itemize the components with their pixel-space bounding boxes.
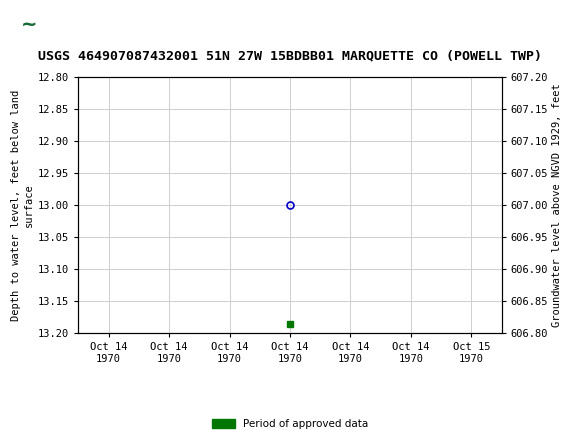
Y-axis label: Depth to water level, feet below land
surface: Depth to water level, feet below land su… [10, 90, 34, 321]
Text: USGS: USGS [61, 15, 121, 34]
Legend: Period of approved data: Period of approved data [208, 415, 372, 430]
Text: ~: ~ [21, 15, 38, 34]
FancyBboxPatch shape [5, 5, 54, 45]
Y-axis label: Groundwater level above NGVD 1929, feet: Groundwater level above NGVD 1929, feet [552, 83, 563, 327]
Text: USGS 464907087432001 51N 27W 15BDBB01 MARQUETTE CO (POWELL TWP): USGS 464907087432001 51N 27W 15BDBB01 MA… [38, 50, 542, 63]
